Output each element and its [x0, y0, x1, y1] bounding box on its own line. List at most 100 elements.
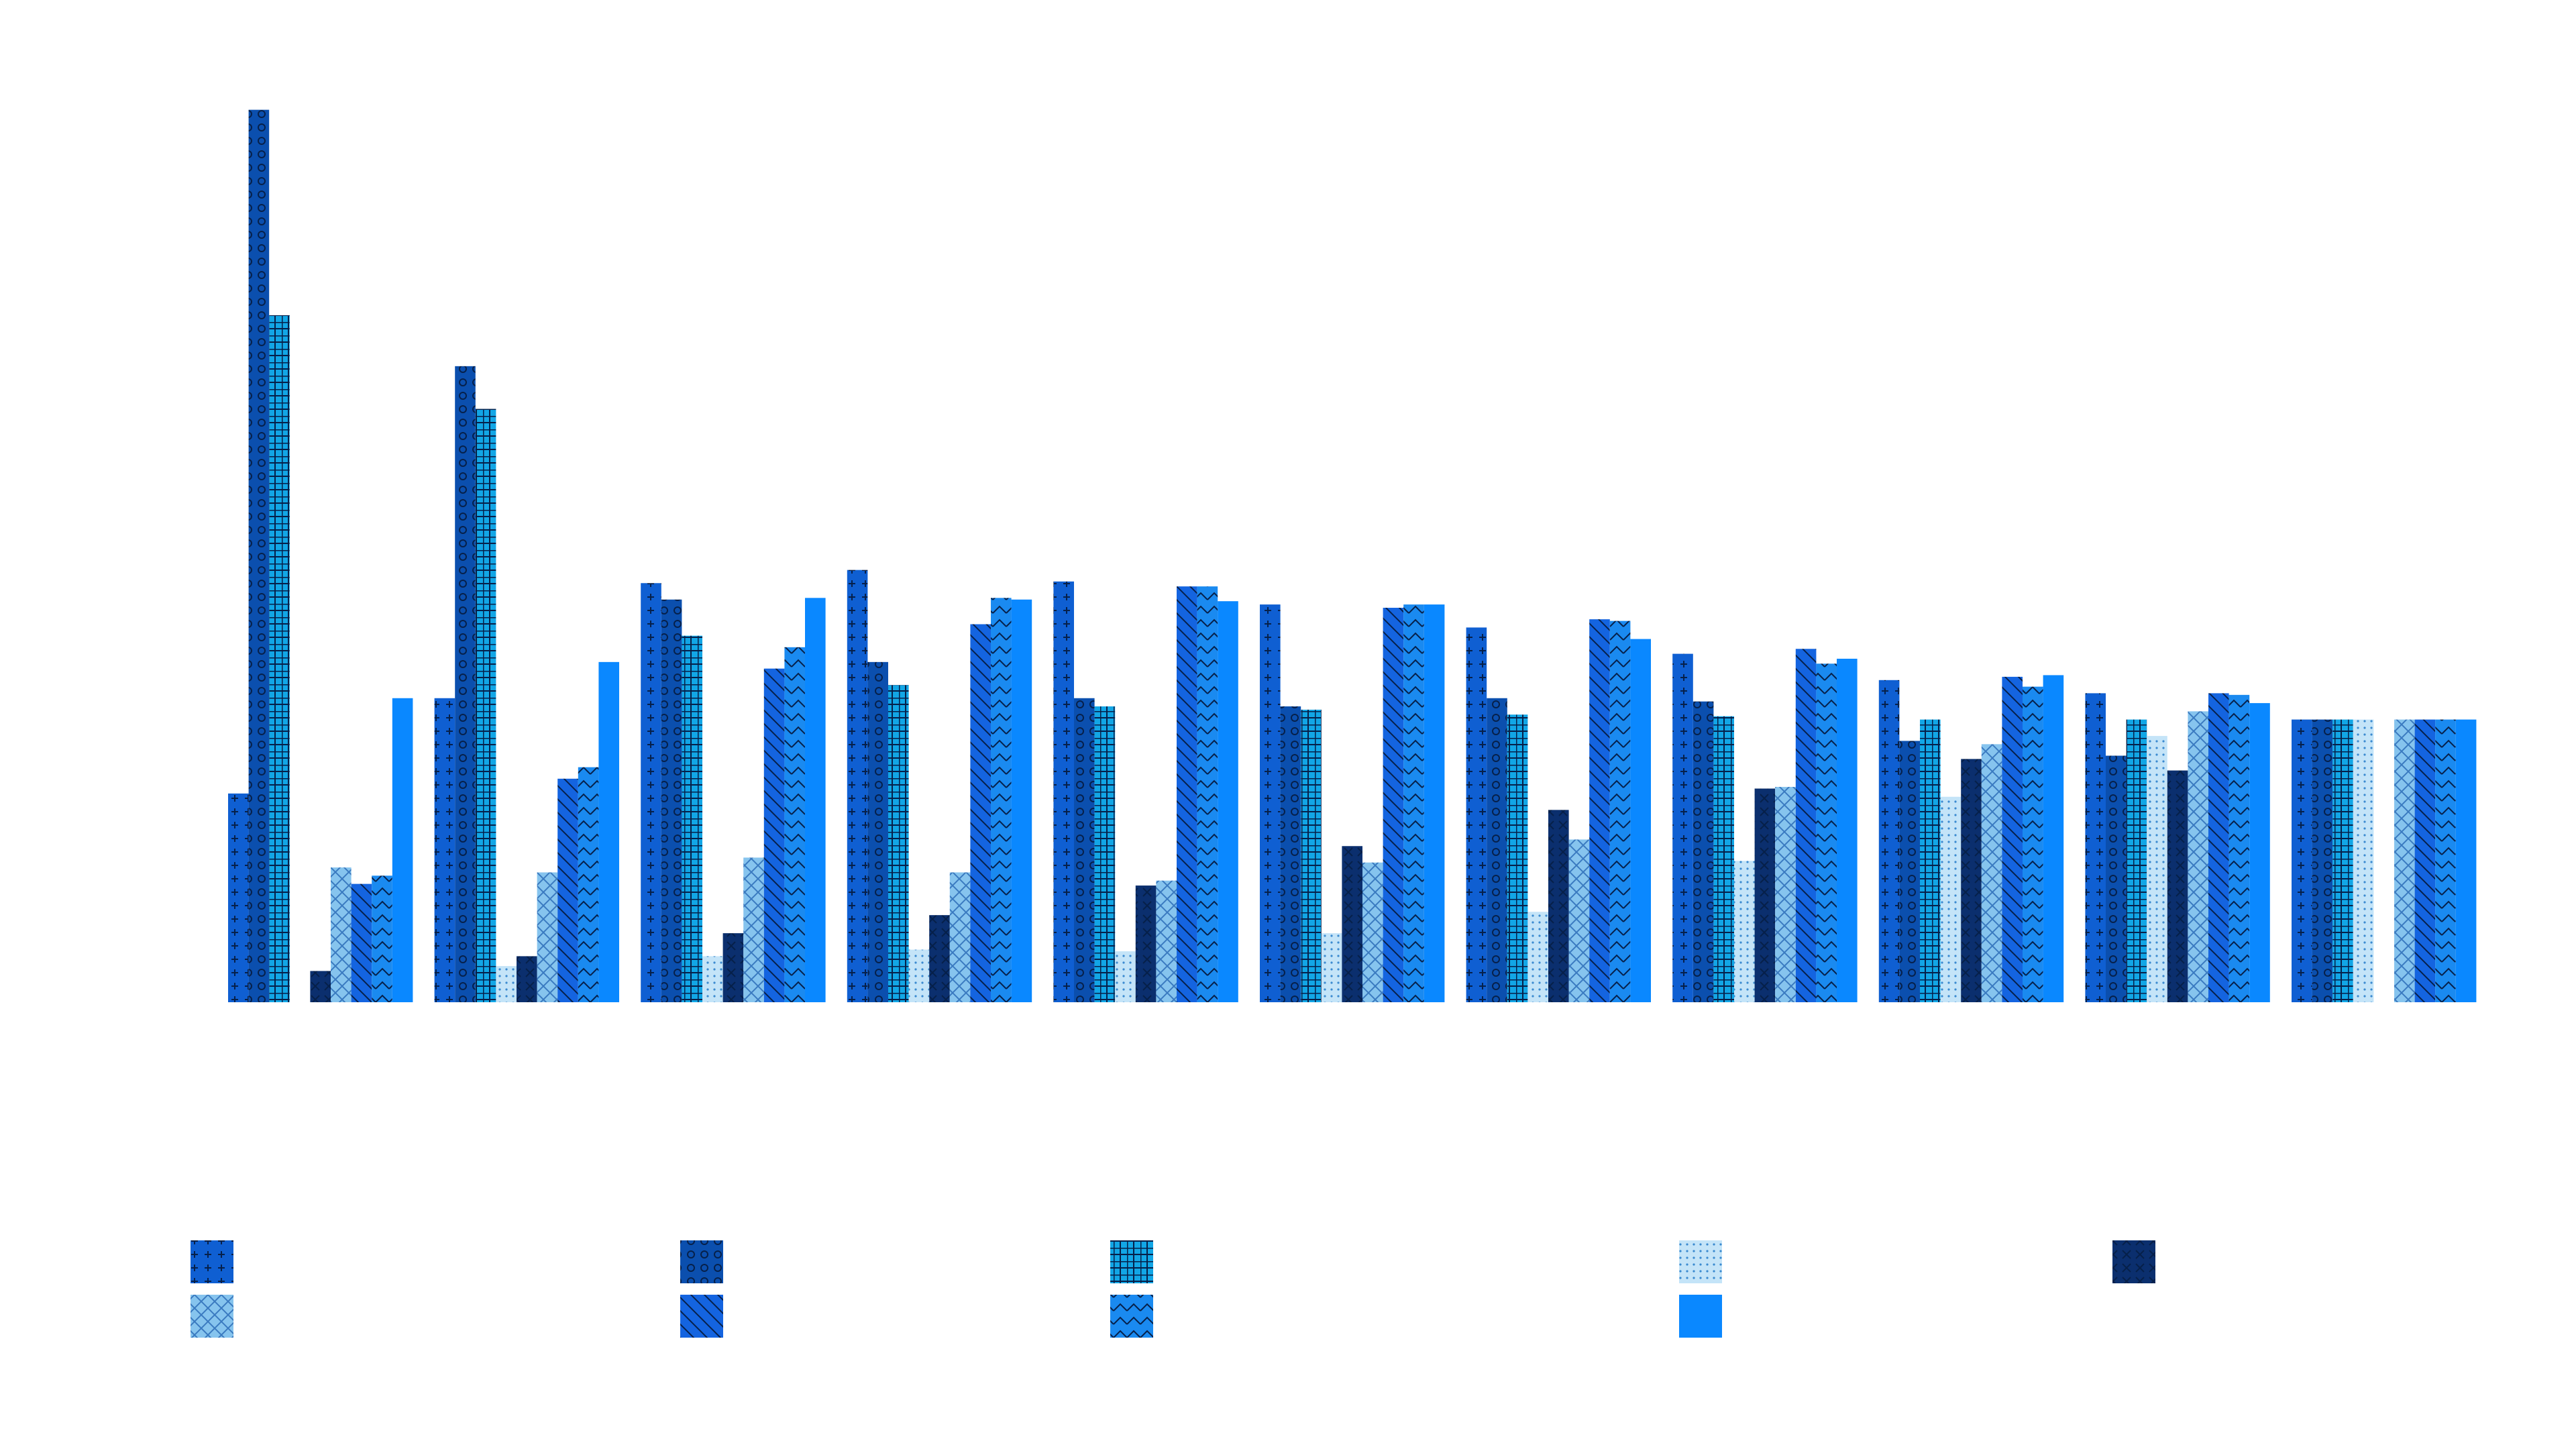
- bar: [2394, 719, 2415, 1002]
- bar: [455, 366, 476, 1002]
- bar: [1074, 698, 1095, 1002]
- bar: [2249, 703, 2270, 1002]
- bar: [434, 698, 455, 1002]
- bar: [1920, 719, 1941, 1002]
- bar: [1713, 716, 1734, 1002]
- bar: [1878, 680, 1900, 1002]
- bar: [888, 685, 909, 1002]
- bar: [970, 624, 991, 1002]
- legend-swatch: [2112, 1240, 2155, 1283]
- bar: [1321, 933, 1342, 1002]
- bar: [1362, 862, 1383, 1002]
- bar: [1094, 706, 1116, 1002]
- legend-swatch: [1679, 1240, 1722, 1283]
- bar: [1548, 810, 1569, 1002]
- bar: [1507, 714, 1528, 1002]
- bar: [1630, 639, 1651, 1002]
- bar: [310, 971, 331, 1002]
- bar: [2229, 694, 2250, 1002]
- bar: [351, 883, 372, 1002]
- bar: [682, 635, 702, 1002]
- bar: [2312, 719, 2333, 1002]
- bar: [991, 598, 1012, 1002]
- bar: [1899, 741, 1920, 1002]
- bar: [228, 793, 249, 1002]
- bar: [1301, 709, 1322, 1002]
- bar: [2106, 755, 2127, 1002]
- bar: [1135, 885, 1157, 1002]
- bar: [1383, 608, 1404, 1002]
- bar: [392, 698, 413, 1002]
- bar: [1754, 788, 1776, 1002]
- bar: [661, 599, 682, 1002]
- bar: [1403, 604, 1424, 1002]
- bar: [722, 933, 744, 1002]
- bar: [1527, 912, 1548, 1002]
- bar: [1053, 581, 1074, 1002]
- bar: [1816, 663, 1837, 1002]
- legend-swatch: [1110, 1295, 1153, 1338]
- bar: [743, 857, 764, 1002]
- bar: [1837, 658, 1858, 1002]
- bar: [248, 109, 270, 1002]
- bar: [598, 661, 619, 1002]
- bar: [641, 583, 661, 1002]
- legend-swatch: [1679, 1295, 1722, 1338]
- bar: [372, 875, 392, 1002]
- bar: [269, 315, 290, 1002]
- bar: [1218, 601, 1238, 1002]
- bar: [2353, 719, 2374, 1002]
- legend-swatch: [191, 1295, 233, 1338]
- bar: [867, 661, 888, 1002]
- bar: [537, 872, 558, 1002]
- bar: [2147, 736, 2167, 1002]
- bar: [1156, 880, 1177, 1002]
- legend-swatch: [680, 1295, 723, 1338]
- bar: [1981, 744, 2002, 1002]
- bar: [702, 956, 723, 1002]
- bar: [2167, 770, 2188, 1002]
- bar: [763, 668, 785, 1002]
- bar: [1487, 698, 1507, 1002]
- bar: [1342, 846, 1362, 1002]
- bar: [805, 598, 826, 1002]
- bar: [929, 915, 950, 1002]
- bar: [2126, 719, 2147, 1002]
- bar: [949, 872, 971, 1002]
- bar: [1940, 796, 1962, 1002]
- bar: [2023, 686, 2043, 1002]
- bar: [1795, 649, 1817, 1002]
- bar: [847, 570, 868, 1002]
- legend-swatch: [191, 1240, 233, 1283]
- bar: [1609, 621, 1631, 1002]
- legend-swatch: [1110, 1240, 1153, 1283]
- bar: [1466, 627, 1487, 1002]
- bar: [908, 949, 930, 1002]
- bar: [2085, 693, 2106, 1002]
- legend-swatch: [680, 1240, 723, 1283]
- bar: [2292, 719, 2312, 1002]
- bar: [784, 647, 805, 1002]
- bar: [1115, 951, 1136, 1002]
- bar: [331, 867, 352, 1002]
- bar: [475, 409, 496, 1002]
- bar: [2435, 719, 2456, 1002]
- bar: [2188, 711, 2208, 1002]
- bar: [1280, 706, 1301, 1002]
- bar: [1011, 599, 1032, 1002]
- bar: [578, 767, 599, 1002]
- bar: [1260, 604, 1281, 1002]
- bar: [1693, 701, 1714, 1002]
- bar: [2208, 693, 2229, 1002]
- bar: [1775, 787, 1796, 1002]
- bar: [1672, 653, 1693, 1002]
- bar: [496, 966, 517, 1002]
- bar: [1424, 604, 1445, 1002]
- bar: [2332, 719, 2353, 1002]
- bar: [557, 778, 578, 1002]
- bar: [2002, 676, 2023, 1002]
- bar: [1197, 586, 1218, 1002]
- bar: [1589, 619, 1610, 1002]
- bar: [1568, 839, 1590, 1002]
